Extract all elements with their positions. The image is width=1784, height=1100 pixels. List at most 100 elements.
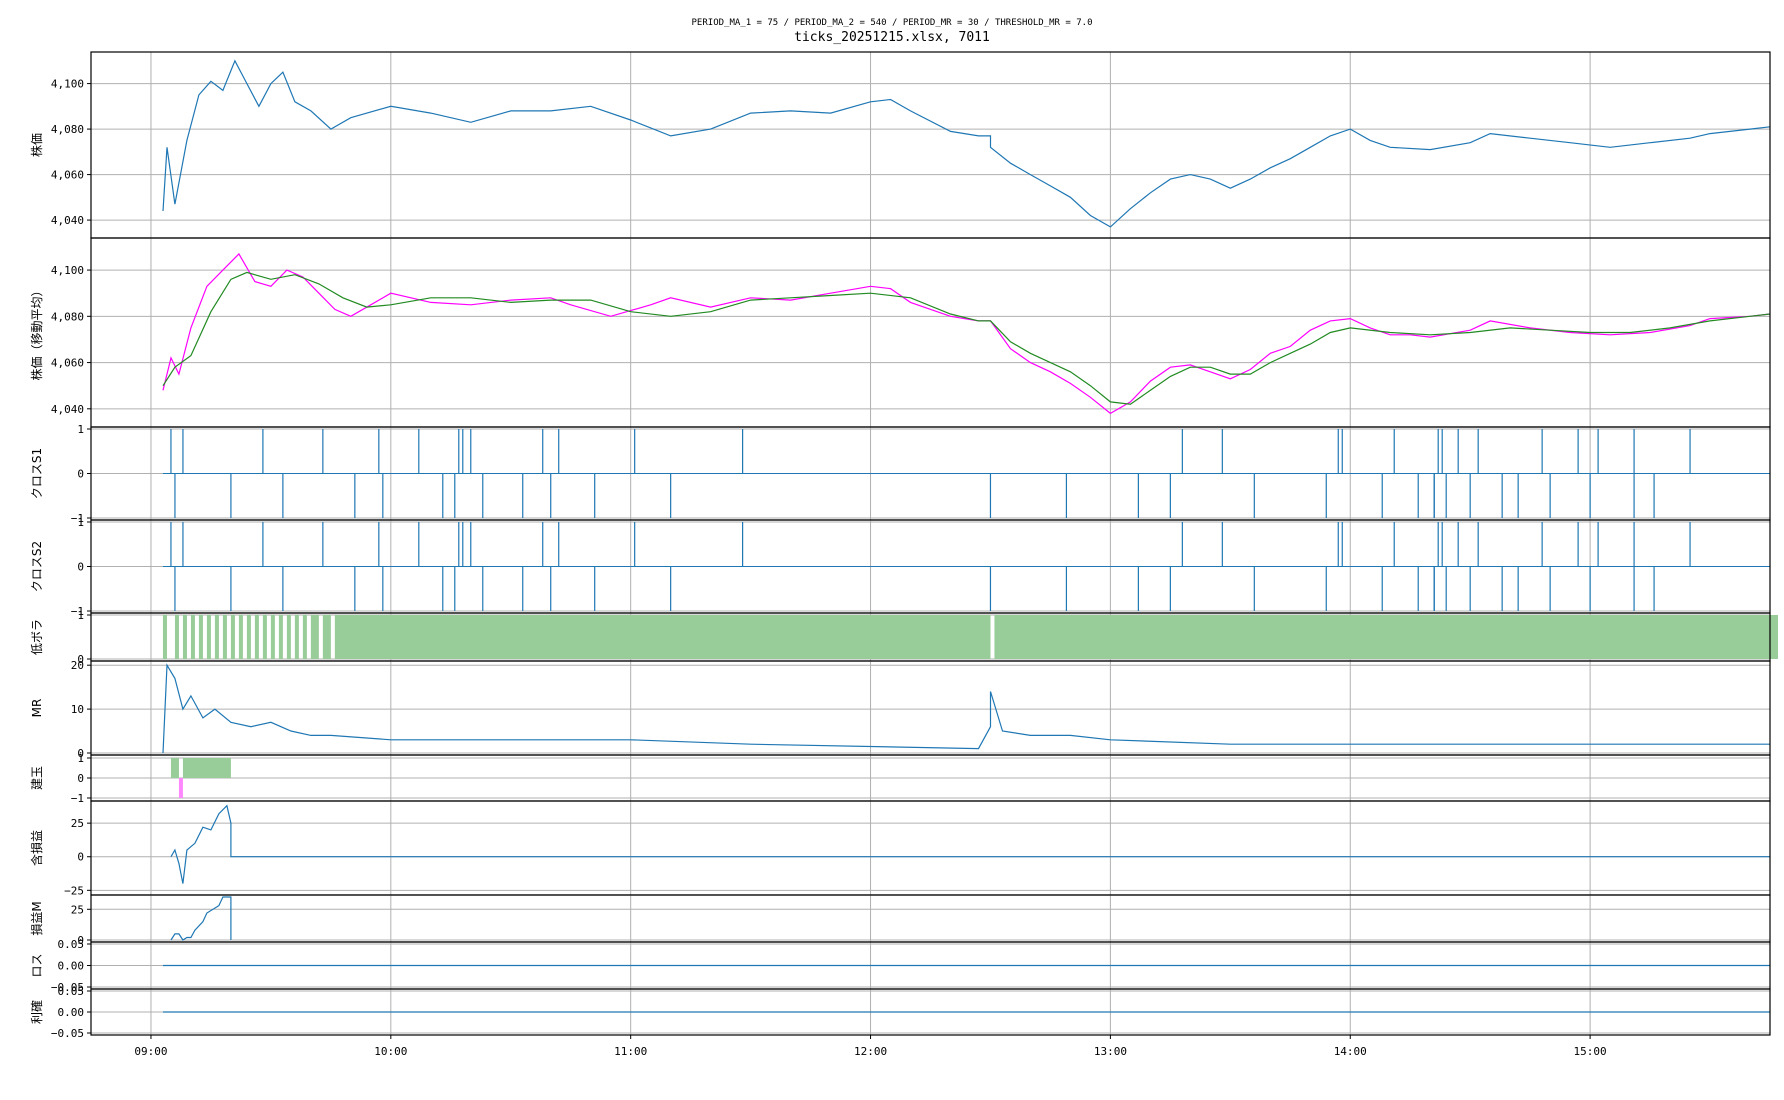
y-tick-label: 0 <box>77 561 84 574</box>
y-axis-label: ロス <box>30 953 44 977</box>
y-tick-label: 0 <box>77 653 84 666</box>
panel-cross2: −1 0 1 クロスS2 <box>30 516 1771 618</box>
y-tick-label: 0.05 <box>58 985 85 998</box>
y-tick-label: 25 <box>71 903 84 916</box>
x-tick-label: 13:00 <box>1094 1045 1127 1058</box>
panel-loss: −0.05 0.00 0.05 ロス <box>30 938 1771 994</box>
y-tick-label: 0.00 <box>58 1006 85 1019</box>
y-tick-label: 25 <box>71 817 84 830</box>
chart-title: ticks_20251215.xlsx, 7011 <box>794 30 990 45</box>
lowvol-span <box>286 615 291 659</box>
y-axis-label: 利確 <box>29 1000 44 1024</box>
panel-position: −1 0 1 建玉 <box>30 752 1771 805</box>
y-tick-label: 4,080 <box>51 123 84 136</box>
x-tick-label: 09:00 <box>134 1045 167 1058</box>
y-axis-label: 低ボラ <box>30 619 44 655</box>
y-tick-label: −0.05 <box>51 981 84 994</box>
y-tick-label: −1 <box>71 605 84 618</box>
lowvol-span <box>262 615 267 659</box>
y-axis-label: 株価（移動平均） <box>29 284 44 380</box>
y-tick-label: 10 <box>71 703 84 716</box>
y-tick-label: 4,060 <box>51 357 84 370</box>
y-tick-label: −0.05 <box>51 1027 84 1040</box>
short-position-span <box>178 778 183 798</box>
lowvol-span <box>206 615 211 659</box>
y-tick-label: −25 <box>64 884 84 897</box>
y-axis-label: クロスS1 <box>30 448 44 499</box>
y-tick-label: 0 <box>77 747 84 760</box>
long-position-span <box>182 758 231 778</box>
lowvol-span <box>174 615 179 659</box>
lowvol-span <box>994 615 1778 659</box>
y-tick-label: 0.00 <box>58 960 85 973</box>
y-axis-label: 損益M <box>29 901 44 935</box>
lowvol-span <box>190 615 195 659</box>
y-tick-label: 1 <box>77 516 84 529</box>
x-tick-label: 11:00 <box>614 1045 647 1058</box>
panel-frame <box>90 237 1771 428</box>
y-tick-label: −1 <box>71 792 84 805</box>
y-tick-label: 0 <box>77 934 84 947</box>
panel-mr: 0 10 20 MR <box>30 659 1771 760</box>
lowvol-span <box>238 615 243 659</box>
panel-price: 4,040 4,060 4,080 4,100 株価 <box>29 51 1771 239</box>
y-tick-label: 0 <box>77 772 84 785</box>
y-tick-label: 0.05 <box>58 938 85 951</box>
long-position-span <box>170 758 179 778</box>
y-tick-label: 4,080 <box>51 310 84 323</box>
lowvol-span <box>302 615 307 659</box>
y-tick-label: 1 <box>77 423 84 436</box>
chart-suptitle: PERIOD_MA_1 = 75 / PERIOD_MA_2 = 540 / P… <box>691 18 1093 28</box>
y-tick-label: 1 <box>77 609 84 622</box>
y-axis-label: 建玉 <box>30 766 44 790</box>
y-axis-label: 株価 <box>29 133 44 157</box>
series-ma1 <box>162 252 1771 415</box>
y-tick-label: 4,060 <box>51 169 84 182</box>
lowvol-span <box>222 615 227 659</box>
y-tick-label: 4,100 <box>51 264 84 277</box>
lowvol-span <box>322 615 331 659</box>
panel-frame <box>90 51 1771 239</box>
lowvol-span <box>246 615 251 659</box>
y-tick-label: 4,040 <box>51 214 84 227</box>
lowvol-span <box>214 615 219 659</box>
series-pnl <box>170 804 1770 884</box>
y-tick-label: 4,040 <box>51 403 84 416</box>
y-tick-label: −1 <box>71 512 84 525</box>
lowvol-span <box>270 615 275 659</box>
panel-ma: 4,040 4,060 4,080 4,100 株価（移動平均） <box>29 237 1771 428</box>
y-axis-label: クロスS2 <box>30 541 44 592</box>
lowvol-span <box>334 615 991 659</box>
y-tick-label: 1 <box>77 752 84 765</box>
panel-cross1: −1 0 1 クロスS1 <box>30 423 1771 525</box>
y-tick-label: 0 <box>77 468 84 481</box>
panel-frame <box>90 988 1771 1036</box>
series-ma2 <box>162 271 1771 405</box>
lowvol-span <box>182 615 187 659</box>
x-tick-label: 15:00 <box>1574 1045 1607 1058</box>
x-tick-label: 14:00 <box>1334 1045 1367 1058</box>
y-tick-label: 20 <box>71 659 84 672</box>
lowvol-span <box>230 615 235 659</box>
lowvol-span <box>162 615 167 659</box>
lowvol-span <box>278 615 283 659</box>
y-tick-label: 0 <box>77 851 84 864</box>
panel-profit: −0.05 0.00 0.05 利確 <box>29 985 1771 1040</box>
panel-pnl: −25 0 25 含損益 <box>29 800 1771 897</box>
y-axis-label: MR <box>30 699 44 718</box>
series-price <box>162 59 1771 228</box>
panel-lowvol: 0 1 低ボラ <box>30 609 1778 666</box>
lowvol-span <box>198 615 203 659</box>
x-tick-label: 10:00 <box>374 1045 407 1058</box>
lowvol-span <box>310 615 319 659</box>
series-mr <box>162 663 1770 754</box>
y-axis-label: 含損益 <box>29 830 44 866</box>
x-tick-label: 12:00 <box>854 1045 887 1058</box>
panel-frame <box>90 660 1771 756</box>
panel-frame <box>90 894 1771 943</box>
lowvol-span <box>254 615 259 659</box>
series-pnl_max <box>170 896 232 941</box>
panel-pnl_max: 0 25 損益M <box>29 894 1771 947</box>
y-tick-label: 4,100 <box>51 78 84 91</box>
